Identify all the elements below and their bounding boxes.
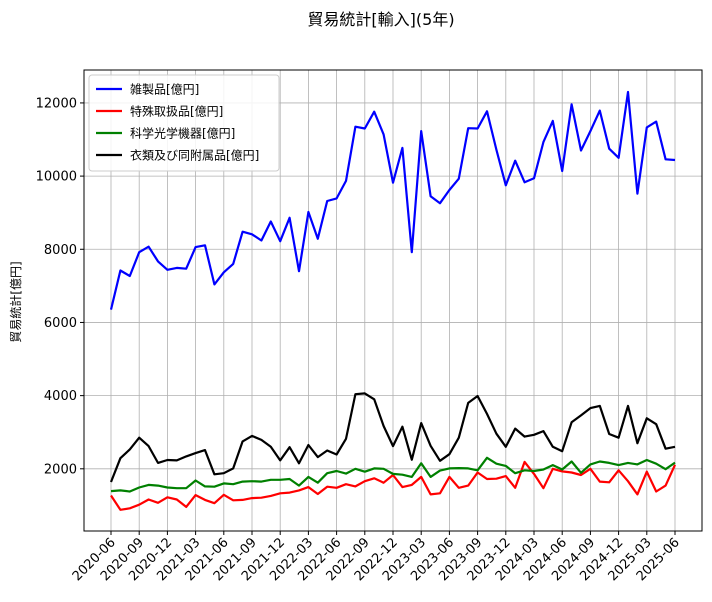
y-tick-label: 8000 [44,243,77,258]
series-line-2 [110,456,676,493]
y-tick-label: 6000 [44,316,77,331]
series-line-0 [109,90,676,310]
y-axis-label: 貿易統計[億円] [8,261,23,342]
legend-box [88,74,280,172]
x-axis-ticks: 2020-062020-092020-122021-032021-062021-… [70,531,683,584]
y-tick-label: 10000 [36,170,77,185]
legend-label: 衣類及び同附属品[億円] [130,148,259,163]
y-tick-label: 12000 [36,96,77,111]
y-axis-ticks: 2000 4000 6000 8000 10000 12000 [36,96,84,477]
legend: 雑製品[億円] 特殊取扱品[億円] 科学光学機器[億円] 衣類及び同附属品[億円] [88,74,280,172]
chart-title: 貿易統計[輸入](5年) [307,10,454,29]
y-tick-label: 4000 [44,389,77,404]
legend-label: 雑製品[億円] [130,82,199,97]
series-lines [109,90,677,511]
series-line-3 [109,392,676,483]
legend-label: 特殊取扱品[億円] [130,104,223,119]
y-tick-label: 2000 [44,462,77,477]
legend-label: 科学光学機器[億円] [130,126,235,141]
